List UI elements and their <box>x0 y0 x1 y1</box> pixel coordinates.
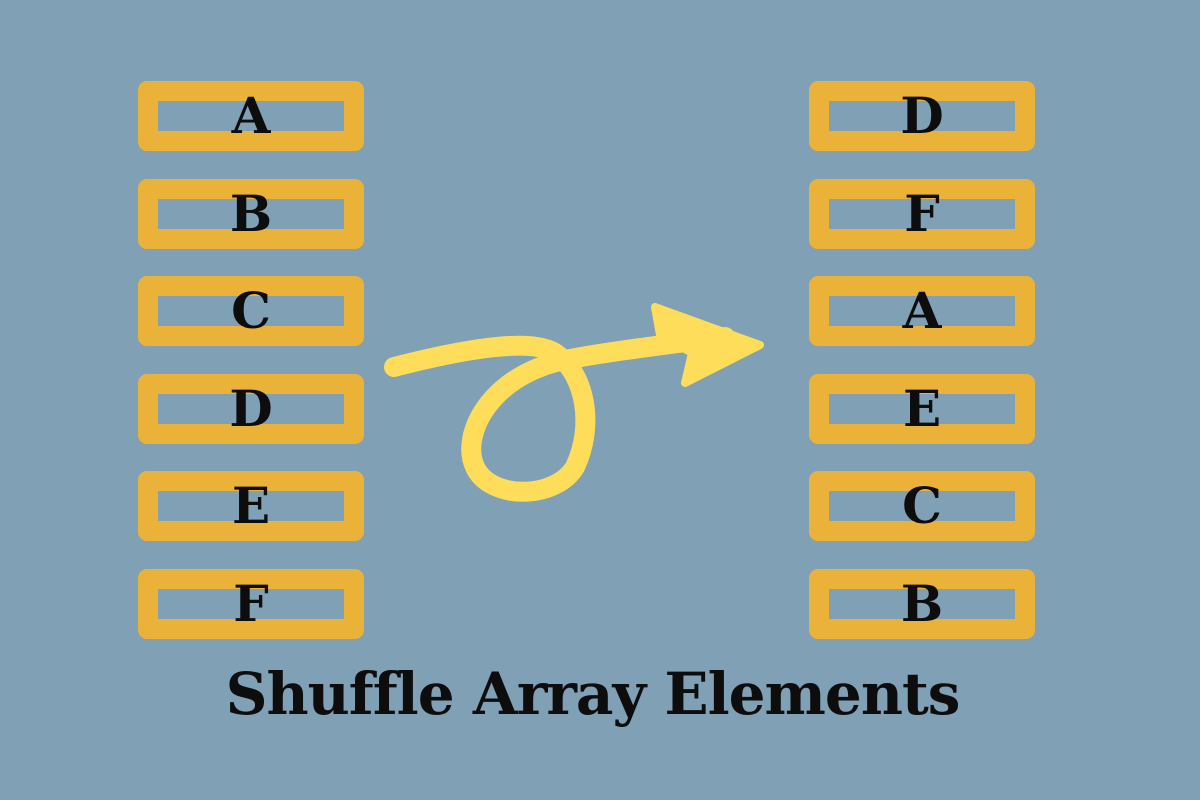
original-array-cell <box>138 471 364 541</box>
original-array-cell <box>138 179 364 249</box>
curly-arrow-icon <box>384 303 764 502</box>
shuffled-array-cell <box>809 569 1035 639</box>
shuffled-array-element: C <box>902 476 942 535</box>
shuffled-array-cell <box>809 276 1035 346</box>
shuffled-array-element: D <box>900 86 944 145</box>
original-array-element: E <box>231 476 271 535</box>
shuffled-array-cell <box>809 471 1035 541</box>
original-array-cell <box>138 81 364 151</box>
shuffled-array-cell <box>809 374 1035 444</box>
original-array-cell <box>138 276 364 346</box>
original-array-element: C <box>231 281 271 340</box>
original-array-element: F <box>233 574 269 633</box>
caption: Shuffle Array Elements <box>225 660 961 728</box>
shuffled-array-element: E <box>902 379 942 438</box>
original-array-element: D <box>229 379 273 438</box>
shuffled-array-cell <box>809 81 1035 151</box>
original-array-cell <box>138 374 364 444</box>
shuffled-array-element: B <box>900 574 944 633</box>
shuffled-array-cell <box>809 179 1035 249</box>
original-array-element: B <box>229 184 273 243</box>
arrow-loop <box>384 327 735 502</box>
arrow-head <box>651 303 764 387</box>
original-array-element: A <box>231 86 271 145</box>
shuffled-array-element: F <box>904 184 940 243</box>
original-array-cell <box>138 569 364 639</box>
shuffled-array-element: A <box>902 281 942 340</box>
